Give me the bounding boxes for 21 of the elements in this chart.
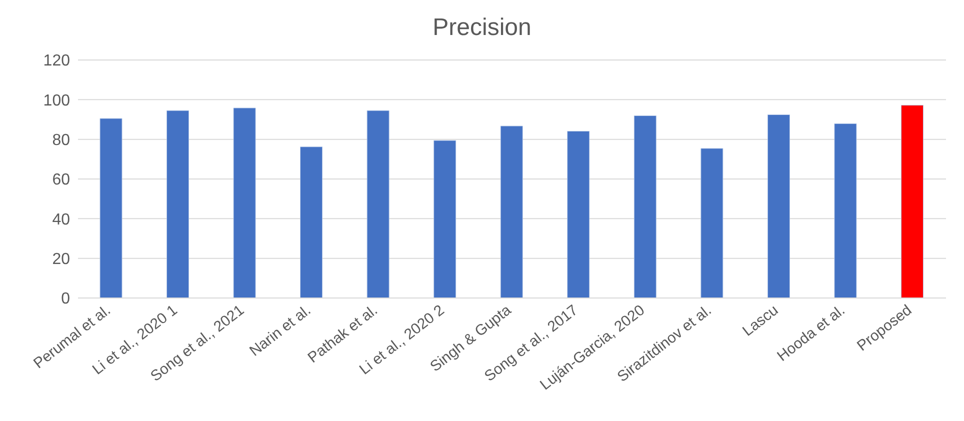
- bar: [567, 130, 590, 298]
- y-tick-label: 40: [52, 211, 70, 228]
- bar: [834, 123, 857, 298]
- y-tick-label: 100: [43, 92, 70, 110]
- y-tick-label: 0: [61, 290, 70, 308]
- bar: [700, 148, 724, 298]
- y-tick-label: 80: [52, 132, 70, 150]
- bar: [900, 104, 924, 298]
- bar: [366, 110, 390, 298]
- bar: [434, 140, 456, 298]
- y-tick-label: 120: [43, 52, 70, 70]
- bar: [100, 118, 122, 298]
- y-tick-label: 20: [52, 251, 70, 268]
- bar: [767, 114, 790, 298]
- bar: [634, 115, 656, 298]
- bar: [300, 146, 323, 298]
- bar: [500, 126, 523, 298]
- chart-title: Precision: [432, 13, 532, 43]
- y-tick-label: 60: [52, 172, 70, 189]
- bar: [166, 110, 190, 298]
- bar: [233, 108, 256, 298]
